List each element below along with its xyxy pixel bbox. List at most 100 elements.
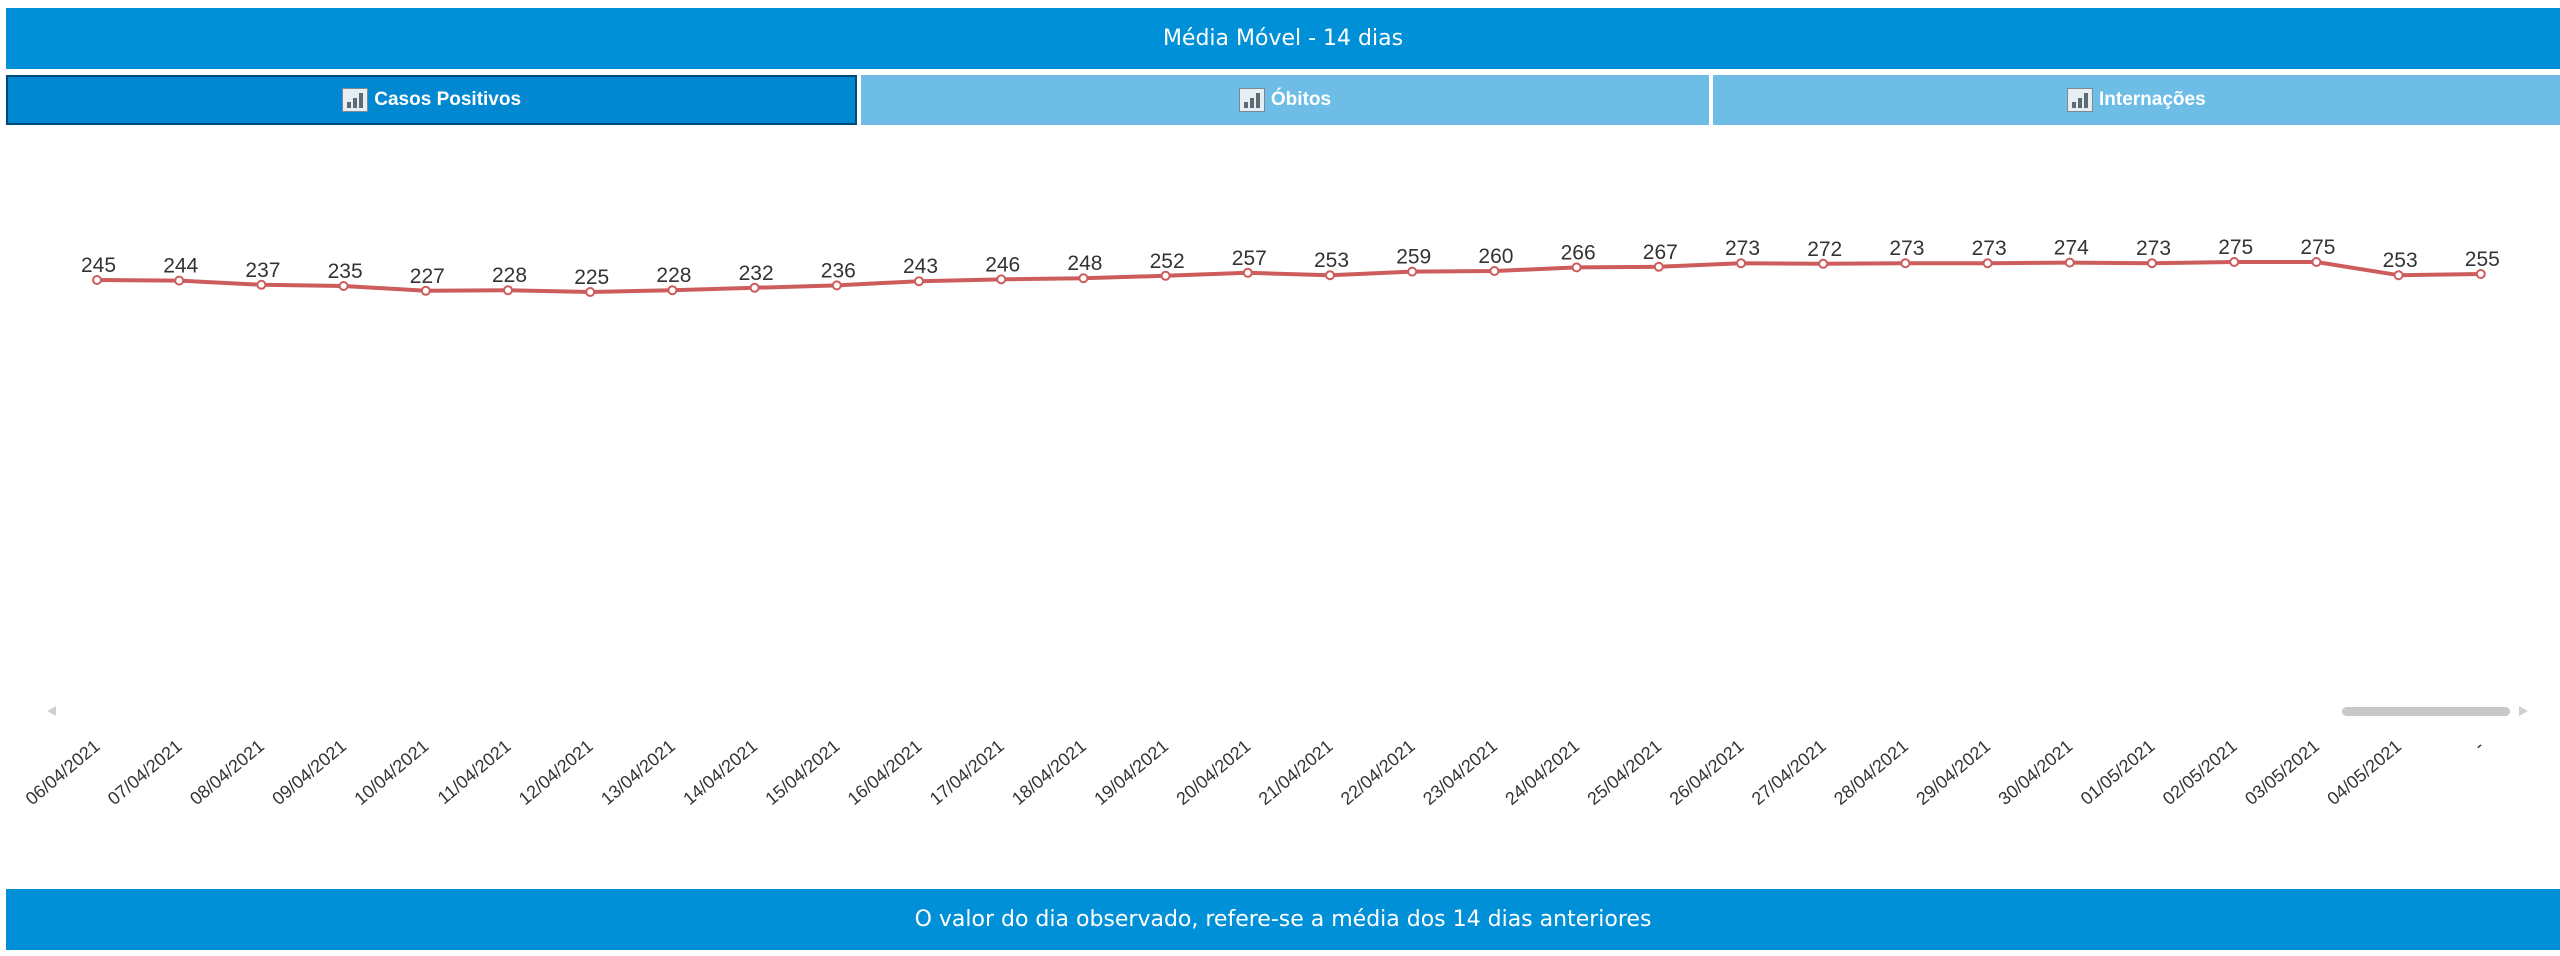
data-point[interactable] bbox=[1900, 258, 1911, 269]
x-tick-label: 21/04/2021 bbox=[1255, 736, 1337, 809]
chart-header: Média Móvel - 14 dias bbox=[6, 8, 2560, 69]
data-point[interactable] bbox=[338, 281, 349, 291]
x-tick-label: 29/04/2021 bbox=[1912, 736, 1994, 809]
x-tick-label: 04/05/2021 bbox=[2323, 736, 2405, 809]
tab-label: Internações bbox=[2098, 89, 2206, 110]
data-label: 225 bbox=[574, 266, 609, 289]
data-point[interactable] bbox=[1571, 262, 1582, 273]
scroll-left-arrow[interactable] bbox=[47, 706, 56, 716]
x-tick-label: 12/04/2021 bbox=[515, 736, 597, 809]
data-point[interactable] bbox=[1982, 258, 1993, 269]
x-tick-label: 26/04/2021 bbox=[1666, 736, 1748, 809]
x-tick-label: 03/05/2021 bbox=[2241, 736, 2323, 809]
data-label: 253 bbox=[1314, 249, 1349, 272]
x-tick-label: 30/04/2021 bbox=[1994, 736, 2076, 809]
chart-footer-note: O valor do dia observado, refere-se a mé… bbox=[6, 889, 2560, 950]
tab-internacoes[interactable]: Internações bbox=[1712, 75, 2560, 125]
data-point[interactable] bbox=[2475, 269, 2486, 279]
data-point[interactable] bbox=[1818, 258, 1829, 269]
data-label: 273 bbox=[1889, 237, 1924, 260]
data-label: 236 bbox=[821, 259, 856, 282]
x-tick-label: 01/05/2021 bbox=[2077, 736, 2159, 809]
x-tick-label: 16/04/2021 bbox=[844, 736, 926, 809]
data-label: 228 bbox=[492, 264, 527, 287]
data-point[interactable] bbox=[1736, 258, 1746, 269]
series-line bbox=[96, 260, 2481, 294]
data-label: 245 bbox=[81, 254, 116, 277]
data-label: 273 bbox=[2136, 237, 2171, 260]
data-point[interactable] bbox=[2229, 257, 2240, 267]
data-label: 253 bbox=[2383, 249, 2418, 272]
scroll-right-arrow[interactable] bbox=[2519, 706, 2528, 716]
x-tick-label: 14/04/2021 bbox=[679, 736, 761, 809]
data-point[interactable] bbox=[914, 276, 924, 287]
data-point[interactable] bbox=[667, 285, 678, 296]
tab-label: Casos Positivos bbox=[374, 89, 522, 110]
data-point[interactable] bbox=[1407, 266, 1418, 277]
x-tick-label: 19/04/2021 bbox=[1090, 736, 1172, 809]
data-label: 257 bbox=[1232, 247, 1267, 270]
x-tick-label: 28/04/2021 bbox=[1830, 736, 1912, 809]
data-point[interactable] bbox=[174, 275, 185, 286]
data-label: 255 bbox=[2465, 248, 2500, 271]
x-tick-label: 18/04/2021 bbox=[1008, 736, 1090, 809]
tab-casos-positivos[interactable]: Casos Positivos bbox=[6, 75, 858, 125]
data-label: 273 bbox=[1972, 237, 2007, 260]
bar-chart-icon bbox=[342, 88, 369, 112]
x-tick-label: 15/04/2021 bbox=[761, 736, 843, 809]
x-tick-label: 08/04/2021 bbox=[186, 736, 268, 809]
data-point[interactable] bbox=[831, 280, 842, 291]
data-label: 273 bbox=[1725, 237, 1760, 260]
data-point[interactable] bbox=[1325, 270, 1335, 281]
tab-obitos[interactable]: Óbitos bbox=[861, 75, 1709, 125]
data-label: 237 bbox=[245, 259, 280, 282]
data-point[interactable] bbox=[749, 282, 760, 293]
data-point[interactable] bbox=[1242, 267, 1253, 278]
x-tick-label: 20/04/2021 bbox=[1172, 736, 1254, 809]
data-point[interactable] bbox=[2393, 270, 2404, 281]
x-tick-label: 23/04/2021 bbox=[1419, 736, 1501, 809]
x-tick-label: 10/04/2021 bbox=[350, 736, 432, 809]
bar-chart-icon bbox=[2066, 88, 2093, 112]
data-label: 232 bbox=[739, 262, 774, 285]
scrollbar-thumb[interactable] bbox=[2342, 707, 2510, 716]
x-tick-label: 25/04/2021 bbox=[1583, 736, 1665, 809]
x-tick-label: 13/04/2021 bbox=[597, 736, 679, 809]
tab-bar: Casos Positivos Óbitos Internações bbox=[6, 75, 2560, 125]
data-label: 267 bbox=[1643, 241, 1678, 264]
data-point[interactable] bbox=[503, 285, 513, 296]
data-point[interactable] bbox=[2064, 257, 2075, 268]
x-tick-label: 11/04/2021 bbox=[434, 736, 515, 808]
data-point[interactable] bbox=[92, 275, 102, 285]
data-label: 244 bbox=[163, 255, 198, 278]
data-label: 272 bbox=[1807, 238, 1842, 261]
data-point[interactable] bbox=[256, 279, 267, 290]
chart-title: Média Móvel - 14 dias bbox=[1162, 26, 1404, 51]
x-tick-label: 22/04/2021 bbox=[1337, 736, 1419, 809]
data-point[interactable] bbox=[420, 285, 431, 296]
data-label: 248 bbox=[1067, 252, 1102, 275]
data-point[interactable] bbox=[1160, 270, 1171, 281]
data-point[interactable] bbox=[1078, 273, 1089, 284]
data-point[interactable] bbox=[2311, 257, 2322, 267]
x-tick-label: 09/04/2021 bbox=[268, 736, 350, 809]
x-tick-label: 06/04/2021 bbox=[22, 736, 104, 809]
data-point[interactable] bbox=[2147, 258, 2157, 269]
x-tick-label: 17/04/2021 bbox=[926, 736, 1008, 809]
data-label: 260 bbox=[1478, 245, 1513, 268]
moving-average-chart: 245 244 237 235 227 228 225 228 232 236 243 246 248 2… bbox=[22, 236, 2528, 809]
x-tick-label: 02/05/2021 bbox=[2159, 736, 2241, 809]
data-label: 228 bbox=[656, 264, 691, 287]
data-label: 274 bbox=[2054, 237, 2089, 260]
data-label: 243 bbox=[903, 255, 938, 278]
data-point[interactable] bbox=[1489, 266, 1500, 276]
data-point[interactable] bbox=[1653, 261, 1664, 272]
x-tick-label: - bbox=[2470, 736, 2487, 755]
data-label: 259 bbox=[1396, 246, 1431, 269]
data-label: 252 bbox=[1150, 250, 1185, 273]
data-point[interactable] bbox=[585, 287, 596, 297]
data-label: 227 bbox=[410, 265, 445, 288]
x-tick-label: 24/04/2021 bbox=[1501, 736, 1583, 809]
data-point[interactable] bbox=[996, 274, 1007, 285]
data-label: 246 bbox=[985, 253, 1020, 276]
